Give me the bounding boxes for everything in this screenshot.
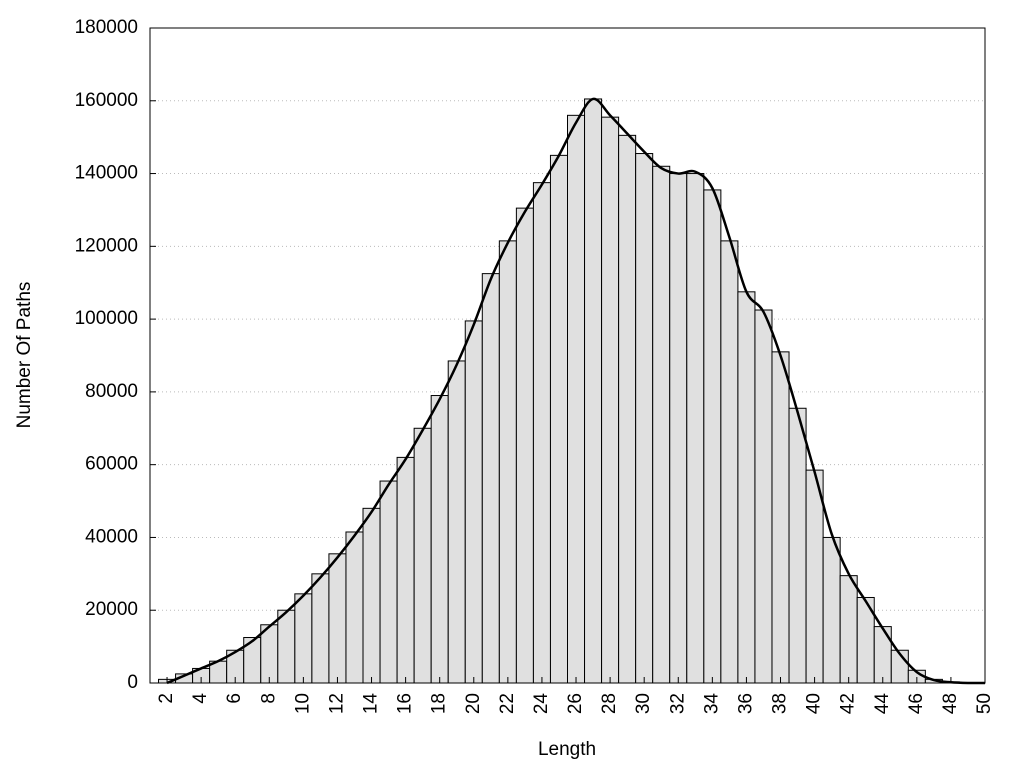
x-tick-label: 22	[497, 693, 518, 714]
x-tick-label: 42	[838, 693, 859, 714]
x-tick-label: 50	[974, 693, 995, 714]
y-tick-label: 140000	[75, 163, 138, 184]
x-tick-label: 24	[531, 693, 552, 715]
x-axis-label: Length	[538, 739, 596, 760]
bar	[635, 153, 654, 684]
y-tick-label: 160000	[75, 90, 138, 111]
bar	[618, 134, 637, 684]
bar	[379, 480, 398, 684]
x-tick-label: 34	[701, 693, 722, 715]
y-tick-label: 180000	[75, 17, 138, 38]
bar	[345, 531, 364, 684]
x-tick-label: 6	[224, 693, 245, 704]
y-axis-label: Number Of Paths	[14, 282, 35, 429]
bar	[498, 240, 517, 684]
bar	[737, 291, 756, 684]
y-tick-label: 0	[127, 672, 138, 693]
bar	[669, 173, 688, 684]
bar	[788, 407, 807, 684]
bar	[515, 207, 534, 684]
x-tick-label: 32	[667, 693, 688, 714]
x-tick-label: 38	[770, 693, 791, 714]
x-tick-label: 44	[872, 693, 893, 715]
y-tick-label: 40000	[85, 526, 138, 547]
bar	[294, 593, 313, 684]
x-tick-label: 18	[429, 693, 450, 714]
bar	[260, 624, 279, 684]
x-tick-label: 30	[633, 693, 654, 714]
bar	[277, 609, 296, 684]
y-tick-label: 120000	[75, 235, 138, 256]
y-tick-label: 80000	[85, 381, 138, 402]
bar	[584, 98, 603, 684]
x-tick-label: 40	[804, 693, 825, 714]
bar	[532, 182, 551, 684]
bar	[549, 154, 568, 684]
x-tick-label: 10	[292, 693, 313, 714]
x-tick-label: 14	[361, 693, 382, 715]
x-tick-label: 8	[258, 693, 279, 704]
bar	[481, 273, 500, 684]
bar	[311, 573, 330, 684]
x-tick-label: 28	[599, 693, 620, 714]
bar	[447, 360, 466, 684]
smooth-line	[166, 97, 986, 685]
x-tick-label: 12	[326, 693, 347, 714]
bar	[413, 427, 432, 684]
bar	[328, 553, 347, 684]
bar	[805, 469, 824, 684]
x-tick-label: 46	[906, 693, 927, 714]
x-tick-label: 26	[565, 693, 586, 714]
bar	[686, 173, 705, 684]
x-tick-label: 2	[156, 693, 177, 704]
bar	[567, 114, 586, 684]
y-tick-label: 60000	[85, 454, 138, 475]
x-tick-label: 4	[190, 693, 211, 704]
bar	[839, 575, 858, 684]
bar	[703, 189, 722, 684]
y-tick-label: 20000	[85, 599, 138, 620]
x-tick-label: 48	[940, 693, 961, 714]
x-tick-label: 20	[463, 693, 484, 714]
bar	[771, 351, 790, 684]
bar	[720, 240, 739, 684]
bar	[430, 395, 449, 684]
x-tick-label: 36	[735, 693, 756, 714]
bar	[822, 536, 841, 684]
y-tick-label: 100000	[75, 308, 138, 329]
bar	[601, 116, 620, 684]
bar	[652, 165, 671, 684]
plot-frame	[149, 27, 986, 684]
bar	[464, 320, 483, 684]
x-tick-label: 16	[395, 693, 416, 714]
bar	[362, 507, 381, 684]
bar	[396, 456, 415, 684]
bar	[873, 626, 892, 684]
bar	[754, 309, 773, 684]
